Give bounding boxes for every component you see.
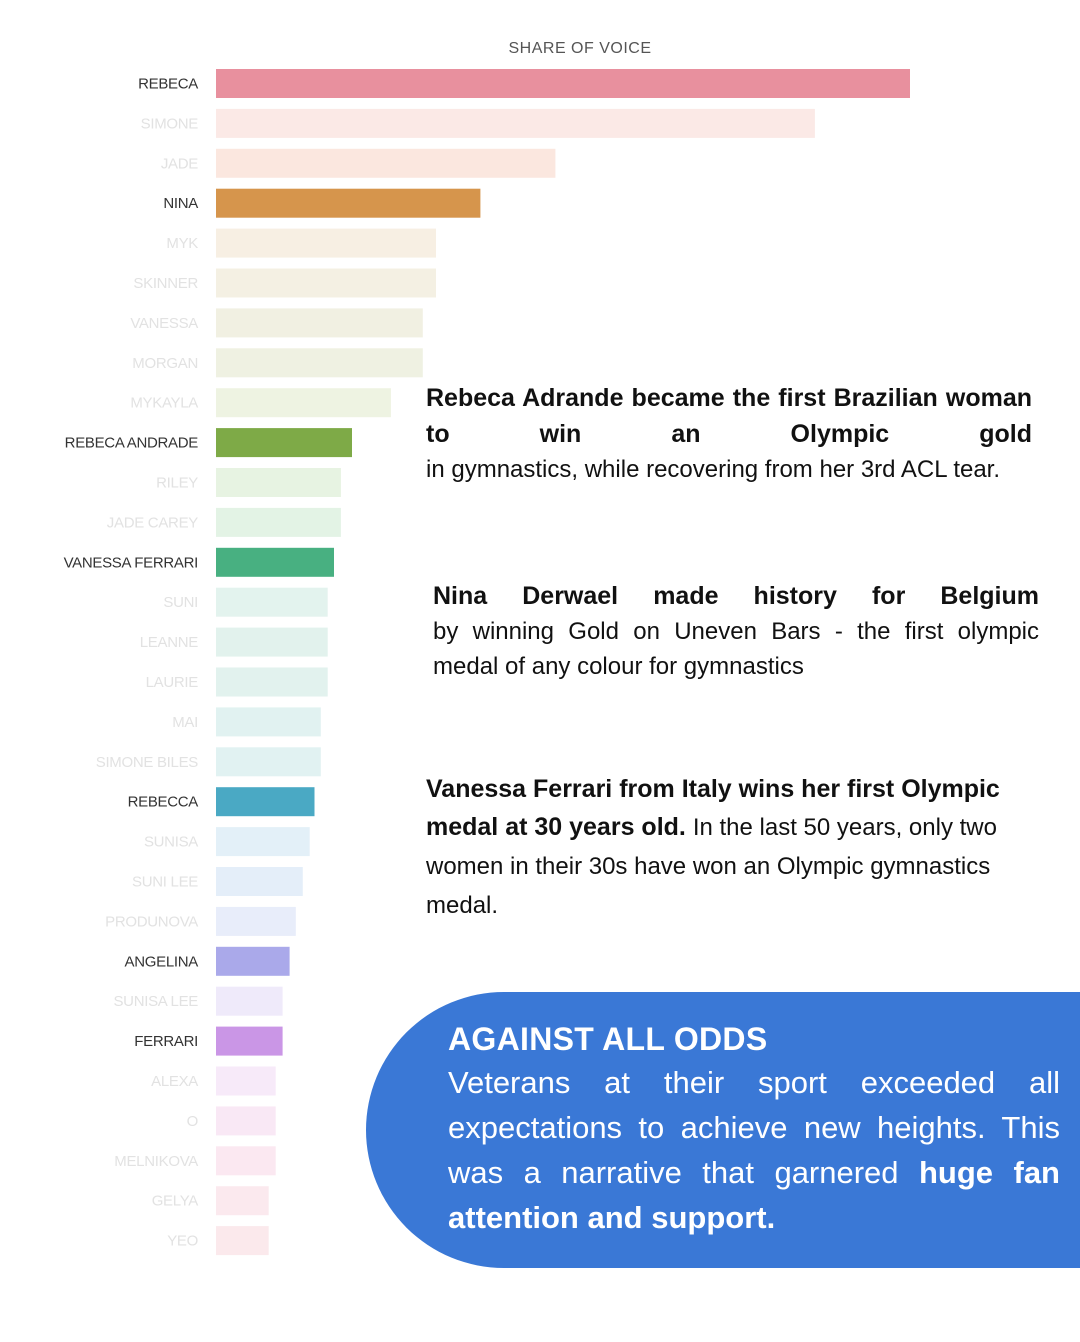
category-label-rebecca: REBECCA bbox=[128, 794, 199, 811]
category-label-produnova: PRODUNOVA bbox=[105, 913, 198, 930]
category-label-rebeca-andrade: REBECA ANDRADE bbox=[65, 435, 199, 452]
category-label-laurie: LAURIE bbox=[146, 674, 199, 691]
category-label-morgan: MORGAN bbox=[132, 355, 198, 372]
annotation-lead: Rebeca Adrande became the first Brazilia… bbox=[426, 384, 1032, 448]
annotation-rebeca-andrade: Rebeca Adrande became the first Brazilia… bbox=[426, 380, 1032, 487]
bar-angelina bbox=[216, 946, 290, 976]
category-label-melnikova: MELNIKOVA bbox=[114, 1153, 198, 1170]
category-label-skinner: SKINNER bbox=[133, 275, 198, 292]
bar-group bbox=[216, 69, 910, 1256]
category-label-sunisa-lee: SUNISA LEE bbox=[113, 993, 198, 1010]
bar-skinner bbox=[216, 268, 436, 298]
bar-riley bbox=[216, 468, 341, 497]
bar-vanessa bbox=[216, 308, 423, 338]
chart-title: SHARE OF VOICE bbox=[508, 40, 651, 57]
category-label-mai: MAI bbox=[172, 714, 198, 731]
bar-jade-carey bbox=[216, 507, 341, 537]
bar-laurie bbox=[216, 667, 328, 697]
bar-alexa bbox=[216, 1066, 276, 1096]
bar-rebeca bbox=[216, 69, 910, 98]
bar-gelya bbox=[216, 1186, 269, 1216]
annotation-lead: Nina Derwael made history for Belgium bbox=[433, 582, 1039, 610]
callout-body-text: Veterans at their sport exceeded all exp… bbox=[448, 1065, 1060, 1190]
category-label-o: O bbox=[187, 1113, 198, 1130]
category-label-suni-lee: SUNI LEE bbox=[132, 874, 198, 891]
bar-mai bbox=[216, 707, 321, 737]
bar-produnova bbox=[216, 906, 296, 936]
bar-mykayla bbox=[216, 388, 391, 418]
category-label-suni: SUNI bbox=[163, 594, 198, 611]
category-label-simone: SIMONE bbox=[141, 115, 199, 132]
annotation-body: in gymnastics, while recovering from her… bbox=[426, 456, 1001, 483]
category-label-rebeca: REBECA bbox=[138, 76, 198, 93]
category-label-sunisa: SUNISA bbox=[144, 834, 198, 851]
bar-jade bbox=[216, 148, 556, 178]
bar-sunisa-lee bbox=[216, 986, 283, 1016]
category-label-jade-carey: JADE CAREY bbox=[107, 514, 198, 531]
category-label-simone-biles: SIMONE BILES bbox=[96, 754, 199, 771]
bar-vanessa-ferrari bbox=[216, 547, 334, 577]
annotation-lead: Vanessa Ferrari from Italy wins her firs… bbox=[426, 775, 1000, 841]
category-label-leanne: LEANNE bbox=[140, 634, 199, 651]
category-label-gelya: GELYA bbox=[152, 1193, 199, 1210]
annotation-nina-derwael: Nina Derwael made history for Belgium by… bbox=[433, 578, 1039, 684]
category-label-riley: RILEY bbox=[156, 475, 198, 492]
category-label-vanessa-ferrari: VANESSA FERRARI bbox=[64, 554, 198, 571]
annotation-body: by winning Gold on Uneven Bars - the fir… bbox=[433, 618, 1039, 680]
bar-rebecca bbox=[216, 787, 315, 817]
bar-rebeca-andrade bbox=[216, 428, 352, 458]
callout-body: Veterans at their sport exceeded all exp… bbox=[448, 1060, 1060, 1240]
bar-suni bbox=[216, 587, 328, 617]
bar-sunisa bbox=[216, 827, 310, 857]
category-label-mykayla: MYKAYLA bbox=[130, 395, 198, 412]
callout-emphasis: huge fan attention and support. bbox=[448, 1155, 1060, 1235]
annotation-vanessa-ferrari: Vanessa Ferrari from Italy wins her firs… bbox=[426, 770, 1026, 925]
annotation-body: In the last 50 years, only two women in … bbox=[426, 814, 997, 919]
bar-simone bbox=[216, 108, 815, 138]
bar-leanne bbox=[216, 627, 328, 657]
category-label-ferrari: FERRARI bbox=[134, 1033, 198, 1050]
against-all-odds-callout: AGAINST ALL ODDS Veterans at their sport… bbox=[366, 992, 1080, 1268]
bar-yeo bbox=[216, 1226, 269, 1256]
bar-suni-lee bbox=[216, 867, 303, 896]
category-label-angelina: ANGELINA bbox=[125, 953, 199, 970]
bar-simone-biles bbox=[216, 747, 321, 777]
callout-heading: AGAINST ALL ODDS bbox=[448, 1021, 768, 1057]
category-label-nina: NINA bbox=[163, 195, 198, 212]
bar-melnikova bbox=[216, 1146, 276, 1176]
category-label-group: REBECA SIMONE JADE NINA MYK SKINNER VANESSA MOR… bbox=[64, 76, 199, 1250]
category-label-alexa: ALEXA bbox=[151, 1073, 198, 1090]
category-label-yeo: YEO bbox=[167, 1233, 198, 1250]
category-label-myk: MYK bbox=[166, 235, 198, 252]
bar-nina bbox=[216, 188, 481, 218]
bar-o bbox=[216, 1106, 276, 1136]
bar-ferrari bbox=[216, 1026, 283, 1056]
category-label-vanessa: VANESSA bbox=[130, 315, 198, 332]
bar-myk bbox=[216, 228, 436, 258]
bar-morgan bbox=[216, 348, 423, 378]
category-label-jade: JADE bbox=[161, 155, 198, 172]
